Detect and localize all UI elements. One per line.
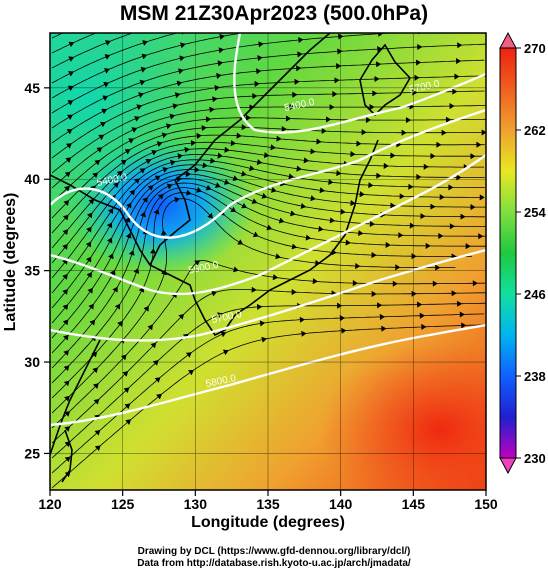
height-contours	[50, 33, 486, 427]
y-tick-label: 30	[24, 354, 40, 370]
x-tick-label: 125	[111, 496, 135, 512]
streamline	[51, 33, 64, 39]
streamline	[51, 43, 486, 129]
streamline	[51, 289, 486, 444]
colorbar: 270 262 254 246 238 230	[499, 31, 546, 475]
x-tick-label: 130	[184, 496, 208, 512]
streamline	[51, 33, 245, 99]
streamline	[51, 117, 486, 204]
contour-5700	[50, 248, 486, 342]
colorbar-tick-label: 270	[524, 41, 546, 56]
y-tick-label: 45	[24, 80, 40, 96]
colorbar-tick-label: 246	[524, 287, 546, 302]
streamline	[51, 148, 485, 264]
streamline	[51, 33, 179, 84]
streamline	[51, 159, 485, 294]
y-tick-label: 35	[24, 263, 40, 279]
streamline	[51, 173, 485, 339]
streamline	[51, 169, 486, 324]
streamline	[51, 192, 472, 399]
streamline	[51, 153, 485, 279]
streamline	[51, 33, 134, 69]
y-tick-label: 25	[24, 445, 40, 461]
x-tick-label: 135	[256, 496, 280, 512]
streamline	[51, 33, 97, 54]
streamline	[51, 75, 486, 159]
x-tick-label: 120	[38, 496, 62, 512]
streamline	[51, 59, 485, 144]
streamline	[51, 126, 486, 219]
streamline	[51, 259, 486, 429]
contour-5800	[50, 323, 486, 427]
streamline	[51, 182, 486, 369]
streamline	[51, 134, 485, 234]
temperature-field	[50, 33, 486, 490]
colorbar-tick-label: 238	[524, 369, 546, 384]
streamline	[51, 33, 397, 114]
x-axis-label: Longitude (degrees)	[191, 514, 345, 531]
contour-5400	[233, 33, 486, 134]
streamline	[51, 324, 486, 489]
credits: Drawing by DCL (https://www.gfd-dennou.o…	[0, 546, 548, 570]
streamline	[51, 187, 486, 384]
streamline	[51, 178, 486, 354]
streamline	[51, 198, 456, 414]
contour-5400-west	[50, 108, 486, 239]
colorbar-tick-label: 254	[524, 205, 546, 220]
x-tick-label: 140	[329, 496, 353, 512]
y-axis-ticks: 25 30 35 40 45	[24, 80, 50, 461]
streamline	[51, 313, 485, 474]
y-axis-label: Latitude (degrees)	[2, 193, 19, 332]
y-tick-label: 40	[24, 171, 40, 187]
streamline	[51, 105, 486, 189]
x-tick-label: 145	[402, 496, 426, 512]
contour-5600	[50, 154, 486, 296]
credit-dcl: Drawing by DCL (https://www.gfd-dennou.o…	[137, 546, 411, 557]
colorbar-tick-label: 230	[524, 451, 546, 466]
streamline	[51, 164, 484, 309]
streamline	[51, 141, 486, 249]
x-tick-label: 150	[474, 496, 498, 512]
map-title: MSM 21Z30Apr2023 (500.0hPa)	[119, 2, 429, 25]
credit-data: Data from http://database.rish.kyoto-u.a…	[137, 558, 411, 569]
x-axis-ticks: 120 125 130 135 140 145 150	[38, 490, 498, 512]
colorbar-tick-label: 262	[524, 123, 546, 138]
streamline	[51, 302, 486, 459]
streamline	[51, 90, 485, 174]
